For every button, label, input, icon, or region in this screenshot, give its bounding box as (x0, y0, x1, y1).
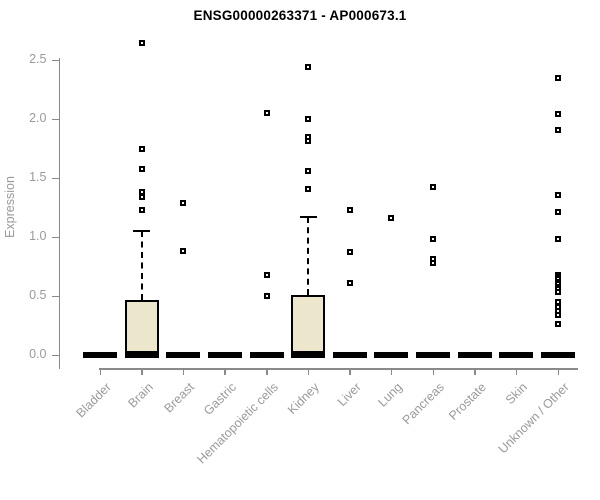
y-tick (51, 118, 59, 120)
y-tick-label: 2.0 (29, 111, 47, 125)
y-tick-label: 0.5 (29, 288, 47, 302)
outlier-point (138, 165, 145, 172)
whisker-cap (133, 230, 151, 233)
outlier-point (346, 280, 353, 287)
outlier-point (305, 116, 312, 122)
x-axis-label: Brain (124, 380, 156, 411)
x-axis-label: Skin (503, 380, 531, 408)
whisker-cap (299, 215, 317, 218)
outlier-point (555, 236, 561, 243)
y-axis-line (58, 58, 60, 369)
median-bar (124, 351, 159, 358)
outlier-point (555, 311, 561, 318)
x-tick (224, 368, 226, 375)
outlier-point (263, 293, 270, 299)
y-tick (51, 59, 59, 61)
whisker (307, 216, 310, 295)
y-tick-label: 2.5 (29, 52, 47, 66)
median-bar (541, 351, 575, 358)
y-tick-label: 0.0 (29, 347, 47, 361)
x-tick (515, 368, 518, 375)
outlier-point (346, 206, 353, 213)
x-tick (182, 368, 185, 375)
median-bar (291, 351, 326, 358)
outlier-point (555, 74, 561, 81)
median-bar (249, 351, 284, 358)
x-tick (141, 368, 143, 375)
outlier-point (138, 145, 145, 152)
x-axis-label: Bladder (73, 380, 114, 421)
box (124, 299, 159, 353)
x-tick (266, 368, 268, 375)
outlier-point (555, 191, 561, 198)
x-axis-label: Liver (334, 380, 364, 410)
median-bar (416, 351, 451, 358)
x-axis-label: Prostate (445, 380, 489, 423)
outlier-point (555, 111, 561, 118)
outlier-point (555, 209, 561, 216)
x-axis-label: Gastric (200, 380, 239, 418)
outlier-point (555, 289, 561, 296)
median-bar (499, 351, 534, 358)
outlier-point (138, 193, 145, 200)
outlier-point (346, 249, 353, 256)
x-tick (432, 368, 435, 375)
x-axis-label: Lung (375, 380, 406, 410)
x-axis-label: Breast (161, 380, 198, 416)
outlier-point (305, 185, 312, 192)
whisker (140, 231, 143, 300)
x-tick (307, 368, 310, 375)
outlier-point (138, 40, 145, 47)
outlier-point (138, 206, 145, 213)
outlier-point (430, 236, 437, 243)
median-bar (374, 351, 409, 358)
outlier-point (263, 271, 270, 278)
outlier-point (180, 248, 187, 255)
y-tick (51, 295, 59, 297)
median-bar (457, 351, 492, 358)
outlier-point (555, 126, 561, 133)
outlier-point (430, 259, 437, 266)
outlier-point (388, 215, 395, 222)
y-tick-label: 1.0 (29, 229, 47, 243)
x-tick (99, 368, 101, 375)
box (291, 294, 326, 353)
outlier-point (555, 321, 561, 328)
x-axis-line (99, 368, 578, 370)
outlier-point (430, 184, 437, 191)
outlier-point (305, 64, 312, 71)
x-tick (474, 368, 476, 375)
median-bar (166, 351, 201, 358)
y-axis-title: Expression (3, 176, 17, 238)
median-bar (332, 351, 367, 358)
outlier-point (305, 167, 312, 174)
chart-title: ENSG00000263371 - AP000673.1 (193, 8, 407, 23)
outlier-point (263, 110, 270, 117)
x-tick (390, 368, 393, 375)
y-tick (51, 177, 59, 179)
outlier-point (180, 199, 187, 206)
x-tick (557, 368, 559, 375)
x-axis-label: Pancreas (399, 380, 447, 428)
median-bar (207, 351, 242, 358)
y-tick-label: 1.5 (29, 170, 47, 184)
y-tick (51, 236, 59, 238)
median-bar (83, 351, 117, 358)
y-tick (51, 354, 59, 356)
outlier-point (305, 138, 312, 145)
x-tick (349, 368, 351, 375)
x-axis-label: Kidney (285, 380, 323, 417)
x-axis-label: Hematopoietic cells (193, 380, 281, 467)
